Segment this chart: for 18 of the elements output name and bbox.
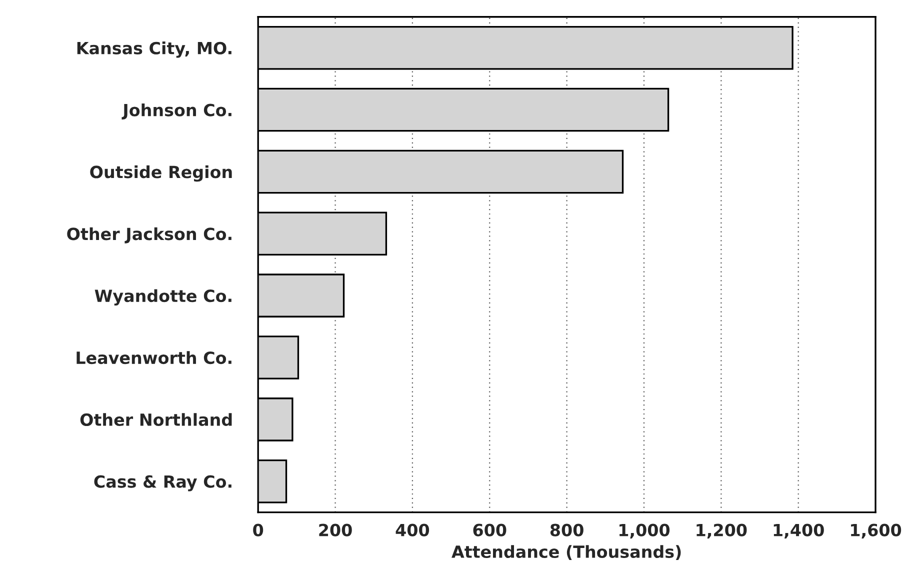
y-tick-label: Kansas City, MO. — [77, 42, 232, 58]
x-tick-label: 600 — [473, 524, 506, 536]
x-tick-label: 400 — [396, 524, 430, 536]
y-tick-label: Johnson Co. — [122, 103, 232, 120]
y-tick-label: Outside Region — [90, 165, 232, 182]
y-tick-label: Cass & Ray Co. — [94, 475, 232, 492]
x-axis-title: Attendance (Thousands) — [452, 545, 681, 560]
x-tick-label: 1,600 — [851, 524, 902, 538]
x-tick-label: 1,400 — [774, 524, 824, 538]
x-tick-label: 200 — [319, 524, 352, 536]
x-tick-label: 1,200 — [696, 524, 747, 538]
y-tick-label: Leavenworth Co. — [76, 351, 232, 364]
y-tick-label: Wyandotte Co. — [94, 289, 232, 306]
x-tick-label: 1,000 — [620, 524, 670, 538]
y-tick-label: Other Jackson Co. — [67, 227, 232, 244]
x-tick-label: 0 — [253, 524, 264, 536]
x-tick-label: 800 — [550, 524, 584, 536]
y-tick-label: Other Northland — [80, 413, 232, 426]
